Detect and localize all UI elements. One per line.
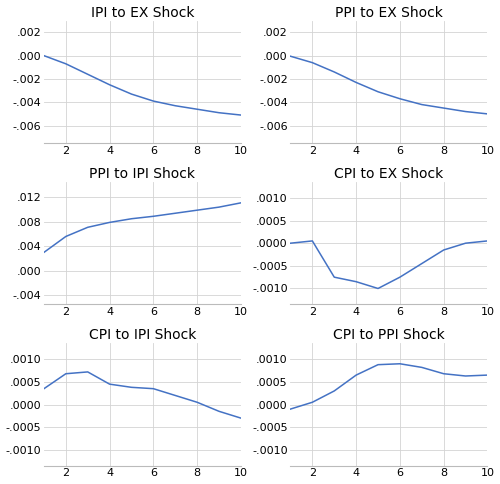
Title: CPI to EX Shock: CPI to EX Shock [334, 167, 444, 181]
Title: PPI to IPI Shock: PPI to IPI Shock [90, 167, 196, 181]
Title: CPI to IPI Shock: CPI to IPI Shock [89, 328, 196, 342]
Title: CPI to PPI Shock: CPI to PPI Shock [333, 328, 445, 342]
Title: PPI to EX Shock: PPI to EX Shock [335, 5, 443, 19]
Title: IPI to EX Shock: IPI to EX Shock [90, 5, 194, 19]
